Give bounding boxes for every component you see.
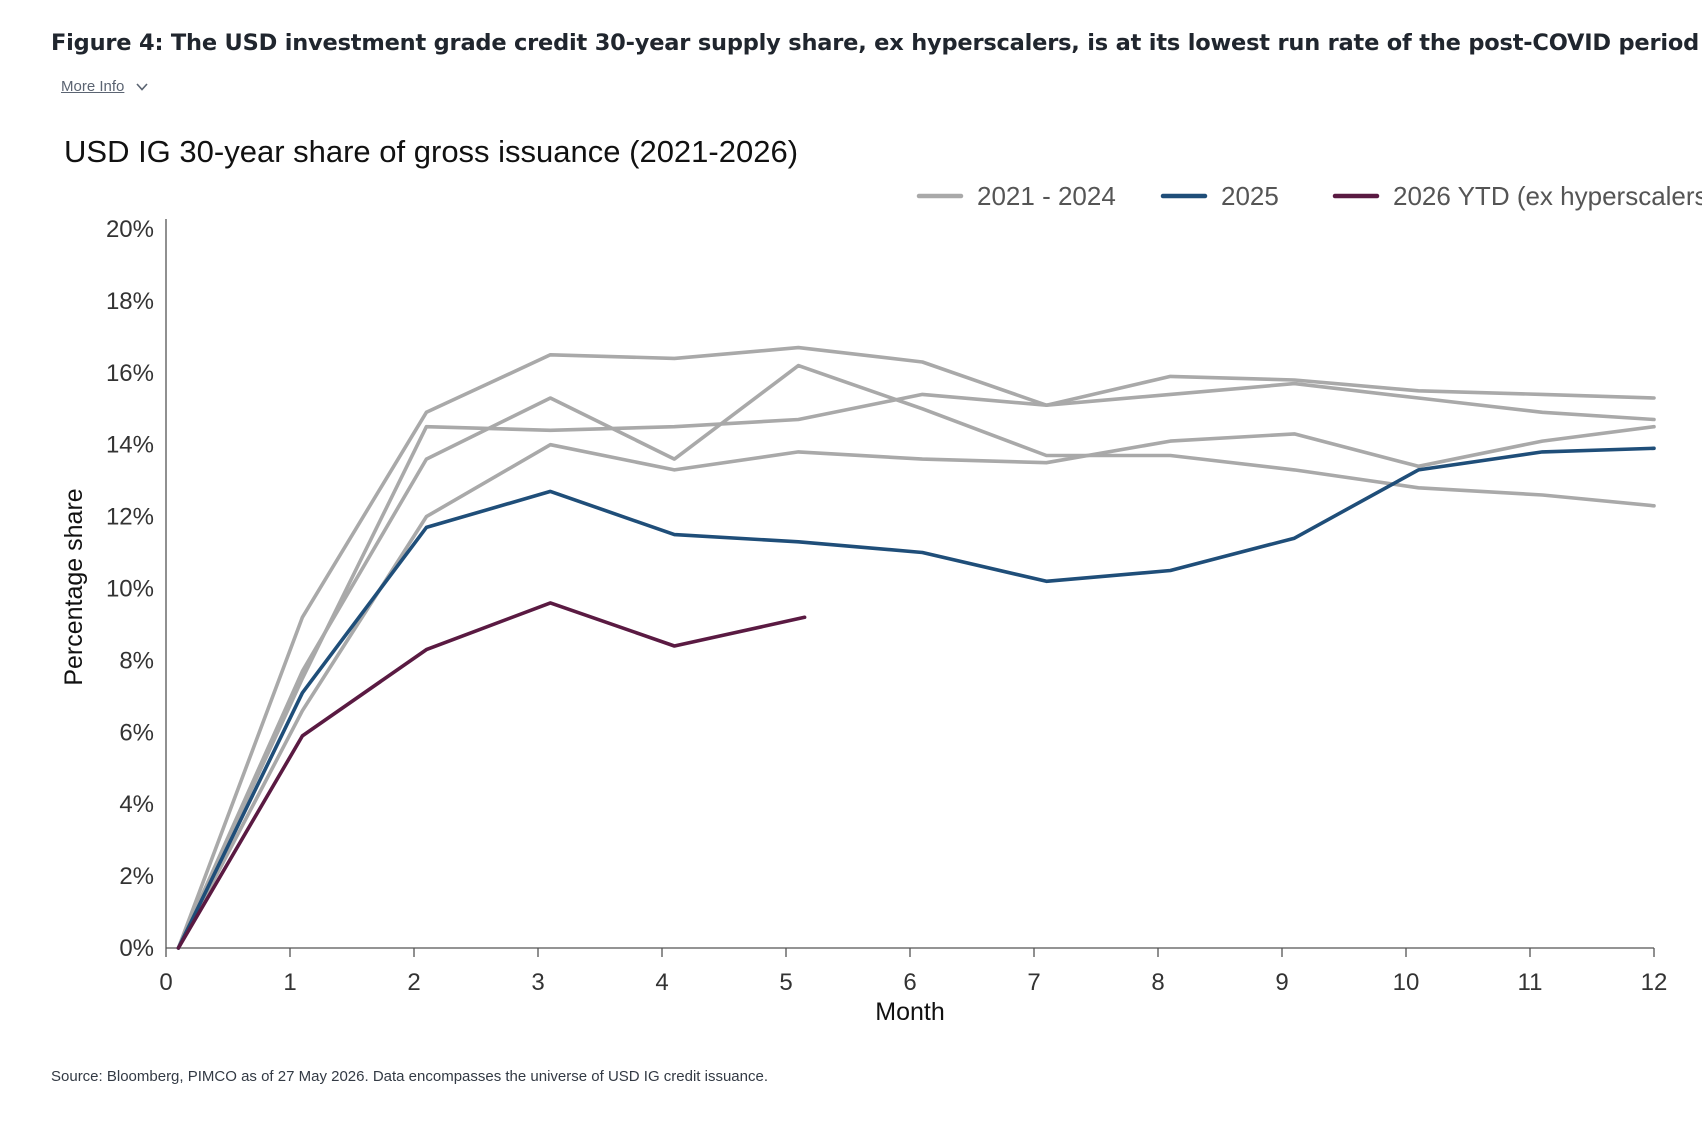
y-tick-label: 2% xyxy=(119,863,154,890)
x-axis-label: Month xyxy=(875,998,944,1026)
legend-label: 2025 xyxy=(1221,181,1279,211)
y-tick-label: 8% xyxy=(119,647,154,674)
y-axis-label: Percentage share xyxy=(60,488,88,685)
series-line-grey-4 xyxy=(176,424,1656,950)
y-tick-label: 4% xyxy=(119,791,154,818)
x-tick-label: 12 xyxy=(1641,969,1668,996)
series-line-grey-1 xyxy=(176,345,1656,950)
x-tick-label: 6 xyxy=(903,969,916,996)
x-tick-label: 3 xyxy=(531,969,544,996)
y-tick-label: 0% xyxy=(119,935,154,962)
y-tick-label: 12% xyxy=(106,504,154,531)
more-info-label: More Info xyxy=(61,78,125,95)
y-tick-label: 16% xyxy=(106,360,154,387)
more-info-toggle[interactable]: More Info xyxy=(61,78,150,95)
legend-item: 2025 xyxy=(1160,181,1279,211)
figure-title: Figure 4: The USD investment grade credi… xyxy=(51,30,1700,56)
legend-item: 2021 - 2024 xyxy=(916,181,1116,211)
x-tick-label: 4 xyxy=(655,969,668,996)
x-tick-label: 8 xyxy=(1151,969,1164,996)
y-tick-label: 10% xyxy=(106,576,154,603)
x-tick-label: 9 xyxy=(1275,969,1288,996)
y-tick-label: 18% xyxy=(106,288,154,315)
chevron-down-icon xyxy=(136,82,148,91)
x-tick-label: 10 xyxy=(1393,969,1420,996)
x-tick-label: 11 xyxy=(1518,969,1543,996)
chart-axes: 0%2%4%6%8%10%12%14%16%18%20%0 1 2 3 4 5 6 7 8 9 10… xyxy=(106,216,1667,996)
chart-series xyxy=(176,345,1656,950)
chart-title: USD IG 30-year share of gross issuance (… xyxy=(64,134,798,169)
line-chart: USD IG 30-year share of gross issuance (… xyxy=(60,134,1702,1026)
y-tick-label: 20% xyxy=(106,216,154,243)
legend-label: 2021 - 2024 xyxy=(977,181,1116,211)
y-tick-label: 14% xyxy=(106,432,154,459)
x-tick-label: 0 xyxy=(159,969,172,996)
x-tick-label: 5 xyxy=(779,969,792,996)
series-line-grey-2 xyxy=(176,363,1656,950)
source-note: Source: Bloomberg, PIMCO as of 27 May 20… xyxy=(51,1068,769,1085)
chart-container: USD IG 30-year share of gross issuance (… xyxy=(0,120,1702,1040)
series-line-2025 xyxy=(176,446,1656,950)
legend-label: 2026 YTD (ex hyperscalers) xyxy=(1393,181,1702,211)
x-tick-label: 7 xyxy=(1027,969,1040,996)
x-tick-label: 1 xyxy=(283,969,296,996)
series-line-grey-3 xyxy=(176,381,1656,950)
chart-legend: 2021 - 2024 2025 2026 YTD (ex hyperscalers… xyxy=(916,181,1702,211)
y-tick-label: 6% xyxy=(119,719,154,746)
legend-item: 2026 YTD (ex hyperscalers) xyxy=(1332,181,1702,211)
x-tick-label: 2 xyxy=(407,969,420,996)
series-line-2026-ytd-ex-hyperscalers xyxy=(176,601,807,950)
